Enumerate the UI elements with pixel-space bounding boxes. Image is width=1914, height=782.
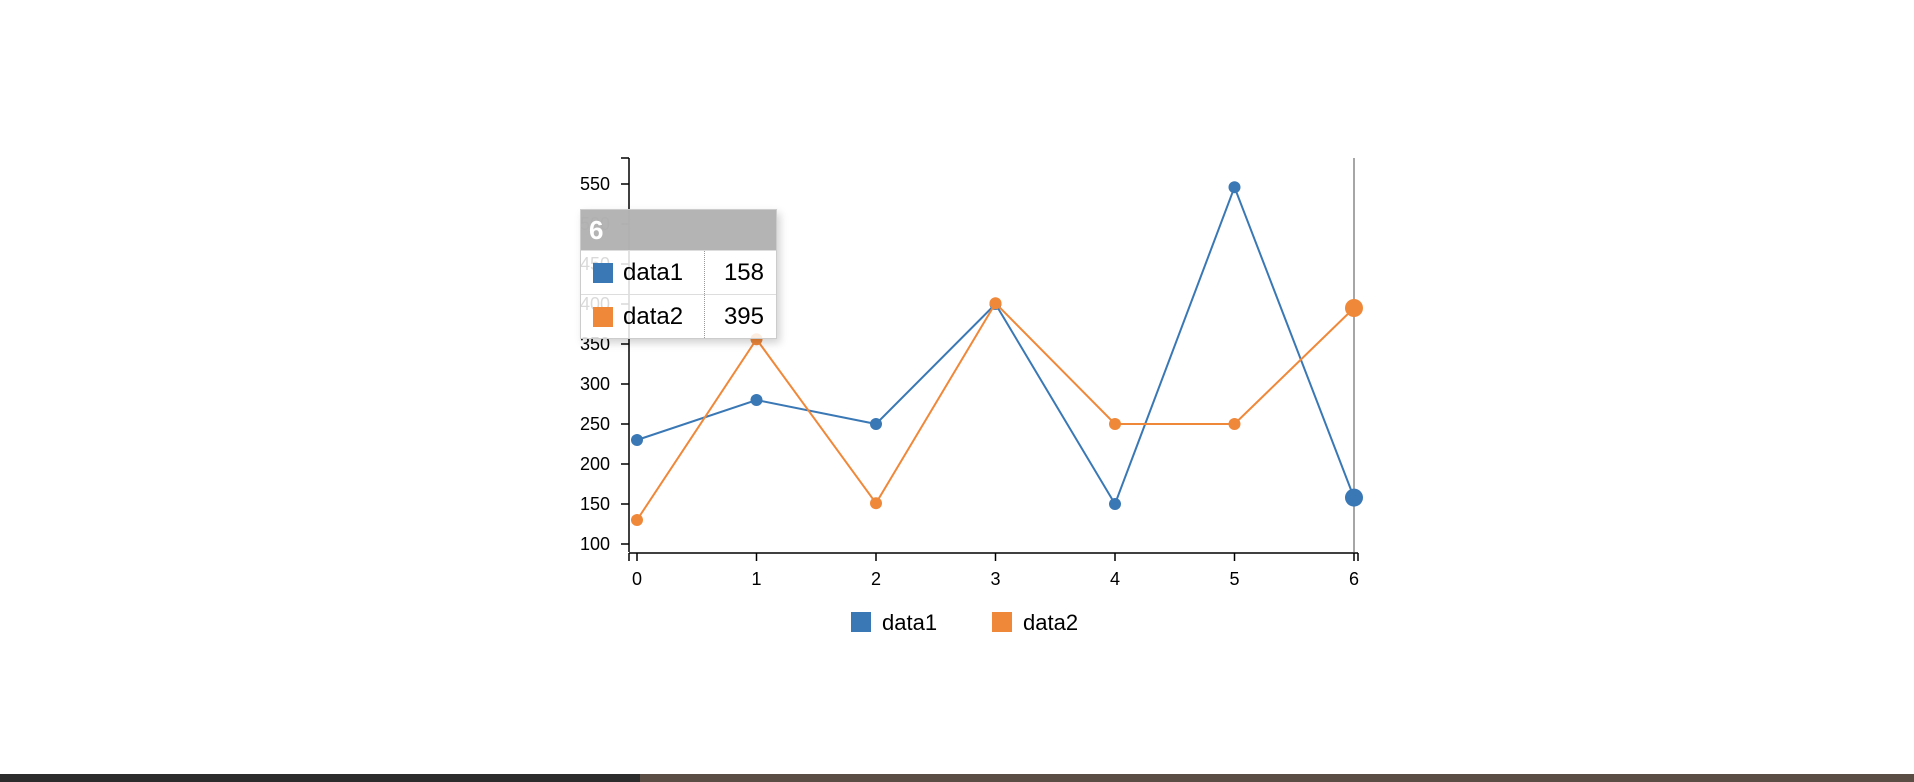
data-point-data2 xyxy=(1345,299,1363,317)
legend-swatch-data1 xyxy=(851,612,871,632)
y-tick-label: 150 xyxy=(580,494,610,514)
tooltip-series-name: data2 xyxy=(623,302,684,330)
data-point-data2 xyxy=(870,497,882,510)
tooltip-series-value: 158 xyxy=(723,258,764,286)
data-point-data1 xyxy=(750,394,763,406)
data-point-data1 xyxy=(870,418,882,430)
data-point-data2 xyxy=(1109,418,1121,430)
tooltip-series-value: 395 xyxy=(723,302,764,330)
x-tick-label: 1 xyxy=(751,569,761,589)
y-tick-label: 250 xyxy=(580,414,610,434)
data-point-data1 xyxy=(1345,488,1363,507)
x-tick-label: 0 xyxy=(632,569,642,589)
legend-label-data1: data1 xyxy=(882,610,937,635)
y-tick-label: 300 xyxy=(580,374,610,394)
tooltip-title: 6 xyxy=(581,210,776,250)
legend-swatch-data2 xyxy=(992,612,1012,632)
x-tick-label: 3 xyxy=(990,569,1000,589)
tooltip: 6 data1 158 data2 395 xyxy=(580,209,777,339)
x-tick-label: 2 xyxy=(871,569,881,589)
tooltip-row-data2: data2 395 xyxy=(581,294,776,338)
data-point-data2 xyxy=(989,297,1002,310)
data-point-data2 xyxy=(631,514,643,526)
tooltip-swatch-data2 xyxy=(593,306,613,327)
x-tick-label: 5 xyxy=(1229,569,1239,589)
y-tick-label: 350 xyxy=(580,334,610,354)
bottom-bar xyxy=(0,774,1914,782)
legend-label-data2: data2 xyxy=(1023,610,1078,635)
y-tick-label: 100 xyxy=(580,534,610,554)
tooltip-series-name: data1 xyxy=(623,258,684,286)
data-point-data2 xyxy=(1228,418,1241,430)
data-point-data1 xyxy=(1109,498,1121,510)
x-tick-label: 4 xyxy=(1110,569,1120,589)
y-tick-label: 200 xyxy=(580,454,610,474)
data-point-data1 xyxy=(631,434,643,446)
bottom-bar-accent xyxy=(640,774,1914,782)
tooltip-row-data1: data1 158 xyxy=(581,250,776,294)
tooltip-swatch-data1 xyxy=(593,262,613,283)
x-tick-label: 6 xyxy=(1349,569,1359,589)
data-point-data1 xyxy=(1228,181,1241,194)
y-tick-label: 550 xyxy=(580,174,610,194)
